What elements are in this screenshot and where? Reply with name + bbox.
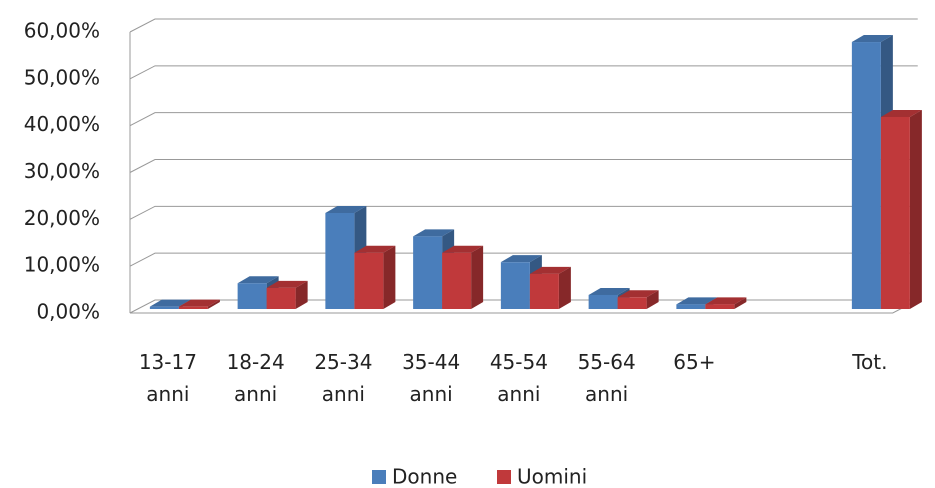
grid-line xyxy=(129,159,918,173)
y-tick-label: 20,00% xyxy=(24,206,100,230)
bar-front xyxy=(617,297,647,309)
grid-line xyxy=(129,252,918,267)
grid-line xyxy=(129,205,918,220)
bar-side xyxy=(558,266,571,309)
bar-front xyxy=(500,262,530,309)
bar xyxy=(266,280,308,309)
legend-label: Uomini xyxy=(517,465,587,488)
bar-top xyxy=(500,255,542,263)
y-tick-label: 30,00% xyxy=(24,159,100,183)
legend-label: Donne xyxy=(392,465,457,488)
bar-top xyxy=(354,245,396,253)
bar-front xyxy=(851,42,881,310)
bar xyxy=(617,290,659,309)
y-tick-label: 0,00% xyxy=(36,300,100,324)
x-tick-label: 18-24 anni xyxy=(226,350,285,406)
bar-side xyxy=(734,297,747,309)
y-tick-label: 50,00% xyxy=(24,65,100,89)
bar-front xyxy=(529,273,559,309)
bar-front xyxy=(325,212,355,309)
bar xyxy=(529,266,571,309)
grid-line xyxy=(129,65,918,80)
bar-top xyxy=(442,245,484,253)
bar-top xyxy=(325,205,367,213)
bar-front xyxy=(676,304,706,309)
y-tick-label: 60,00% xyxy=(24,19,100,43)
bar xyxy=(237,276,279,309)
x-tick-label: 25-34 anni xyxy=(314,350,373,406)
bar-side xyxy=(207,299,220,309)
bar-side xyxy=(295,280,308,309)
bar-top xyxy=(617,290,659,298)
x-tick-label: 65+ xyxy=(673,350,716,374)
bar-top xyxy=(529,266,571,274)
bar-top xyxy=(149,299,191,307)
bar-top xyxy=(588,287,630,295)
bar-front xyxy=(266,287,296,309)
bar-top xyxy=(880,109,922,117)
legend-swatch xyxy=(372,470,386,484)
bar-top xyxy=(266,280,308,288)
x-tick-label: 55-64 anni xyxy=(577,350,636,406)
bar-front xyxy=(413,236,443,309)
x-tick-label: 45-54 anni xyxy=(489,350,548,406)
bar-front xyxy=(880,116,910,309)
bar-side xyxy=(646,290,659,309)
bar-top xyxy=(705,297,747,305)
bar-front xyxy=(588,294,618,309)
bar-side xyxy=(471,245,484,309)
bar xyxy=(354,245,396,309)
bar xyxy=(442,245,484,309)
y-tick-label: 40,00% xyxy=(24,112,100,136)
grid-line xyxy=(129,112,918,127)
bar-top xyxy=(237,276,279,284)
bar-top xyxy=(178,299,220,307)
bar xyxy=(705,297,747,309)
bar xyxy=(880,109,922,309)
bar xyxy=(178,299,220,309)
bar-front xyxy=(705,304,735,309)
x-tick-label: 13-17 anni xyxy=(138,350,197,406)
bar-top xyxy=(676,297,718,305)
grid-line xyxy=(129,18,918,33)
y-tick-label: 10,00% xyxy=(24,253,100,277)
legend-swatch xyxy=(497,470,511,484)
bar-side xyxy=(909,109,922,309)
bar-top xyxy=(413,229,455,237)
bar-front xyxy=(237,283,267,309)
bar-front xyxy=(149,306,179,309)
bar-front xyxy=(354,252,384,309)
x-tick-label: 35-44 anni xyxy=(402,350,461,406)
bar-front xyxy=(178,306,208,309)
bar-side xyxy=(383,245,396,309)
bar-top xyxy=(851,35,893,43)
bar-front xyxy=(442,252,472,309)
x-tick-label: Tot. xyxy=(852,350,888,374)
